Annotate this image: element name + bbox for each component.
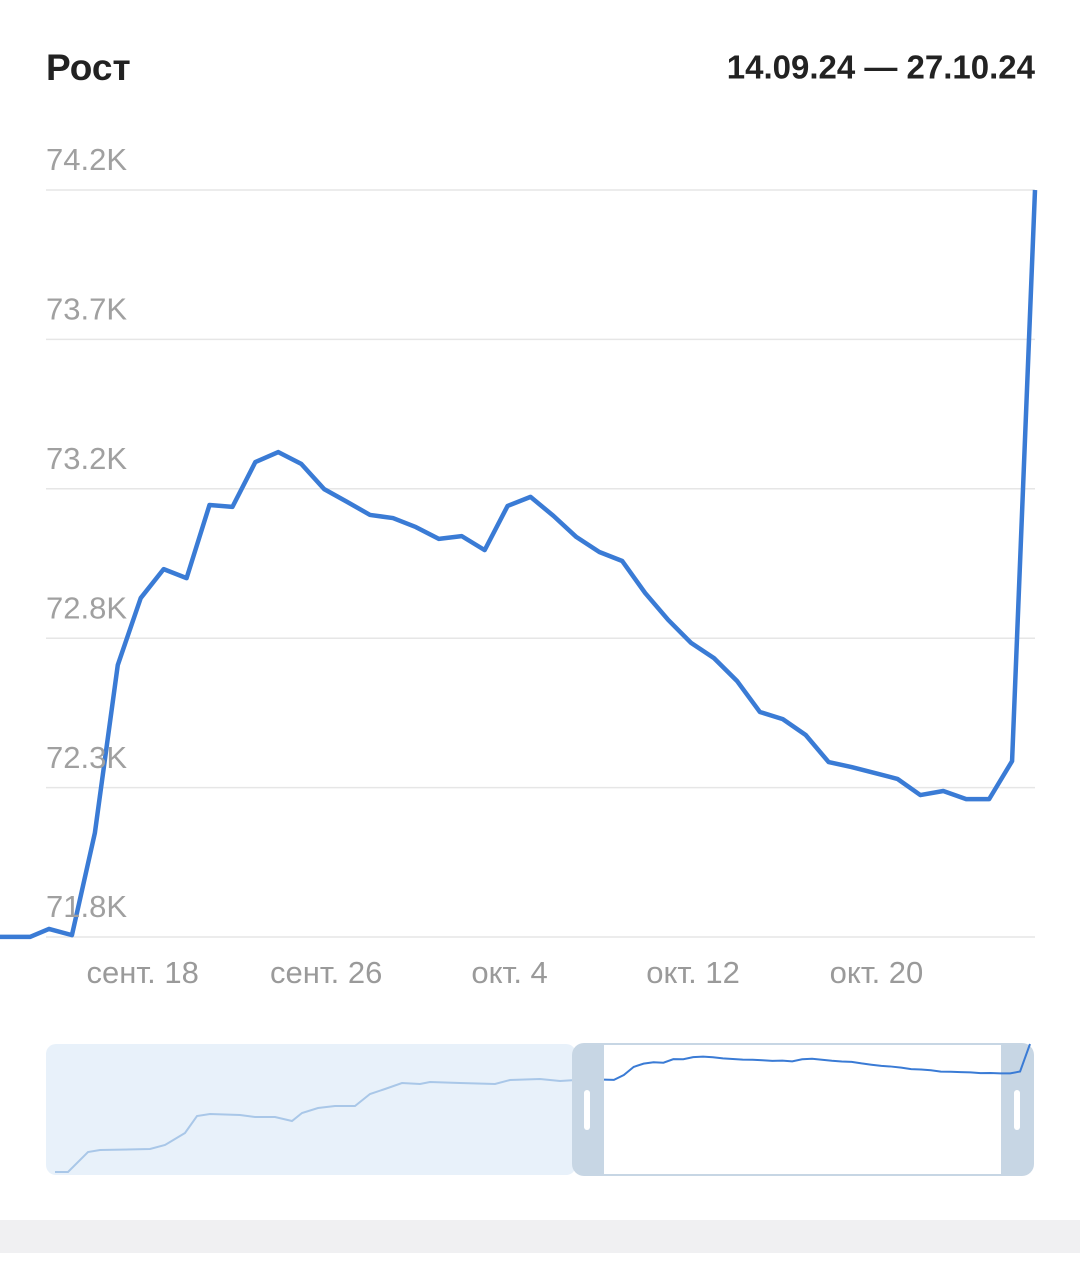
x-tick-label: окт. 20 bbox=[830, 955, 924, 990]
x-tick-label: окт. 12 bbox=[646, 955, 740, 990]
footer-band bbox=[0, 1220, 1080, 1253]
x-tick-label: окт. 4 bbox=[471, 955, 547, 990]
navigator-handle[interactable] bbox=[584, 1090, 590, 1130]
date-range: 14.09.24 — 27.10.24 bbox=[727, 49, 1036, 86]
navigator[interactable] bbox=[46, 1043, 1034, 1176]
x-tick-label: сент. 18 bbox=[87, 955, 199, 990]
y-tick-label: 73.2K bbox=[46, 441, 127, 476]
y-tick-label: 71.8K bbox=[46, 889, 127, 924]
chart-title: Рост bbox=[46, 47, 131, 88]
x-tick-label: сент. 26 bbox=[270, 955, 382, 990]
y-tick-label: 72.3K bbox=[46, 740, 127, 775]
y-tick-label: 72.8K bbox=[46, 590, 127, 625]
navigator-history bbox=[55, 1077, 577, 1173]
line-series bbox=[0, 189, 1038, 940]
y-tick-label: 74.2K bbox=[46, 142, 127, 177]
navigator-line bbox=[603, 1043, 1031, 1081]
navigator-selection bbox=[604, 1045, 1001, 1174]
navigator-handle[interactable] bbox=[1014, 1090, 1020, 1130]
y-tick-label: 73.7K bbox=[46, 292, 127, 327]
